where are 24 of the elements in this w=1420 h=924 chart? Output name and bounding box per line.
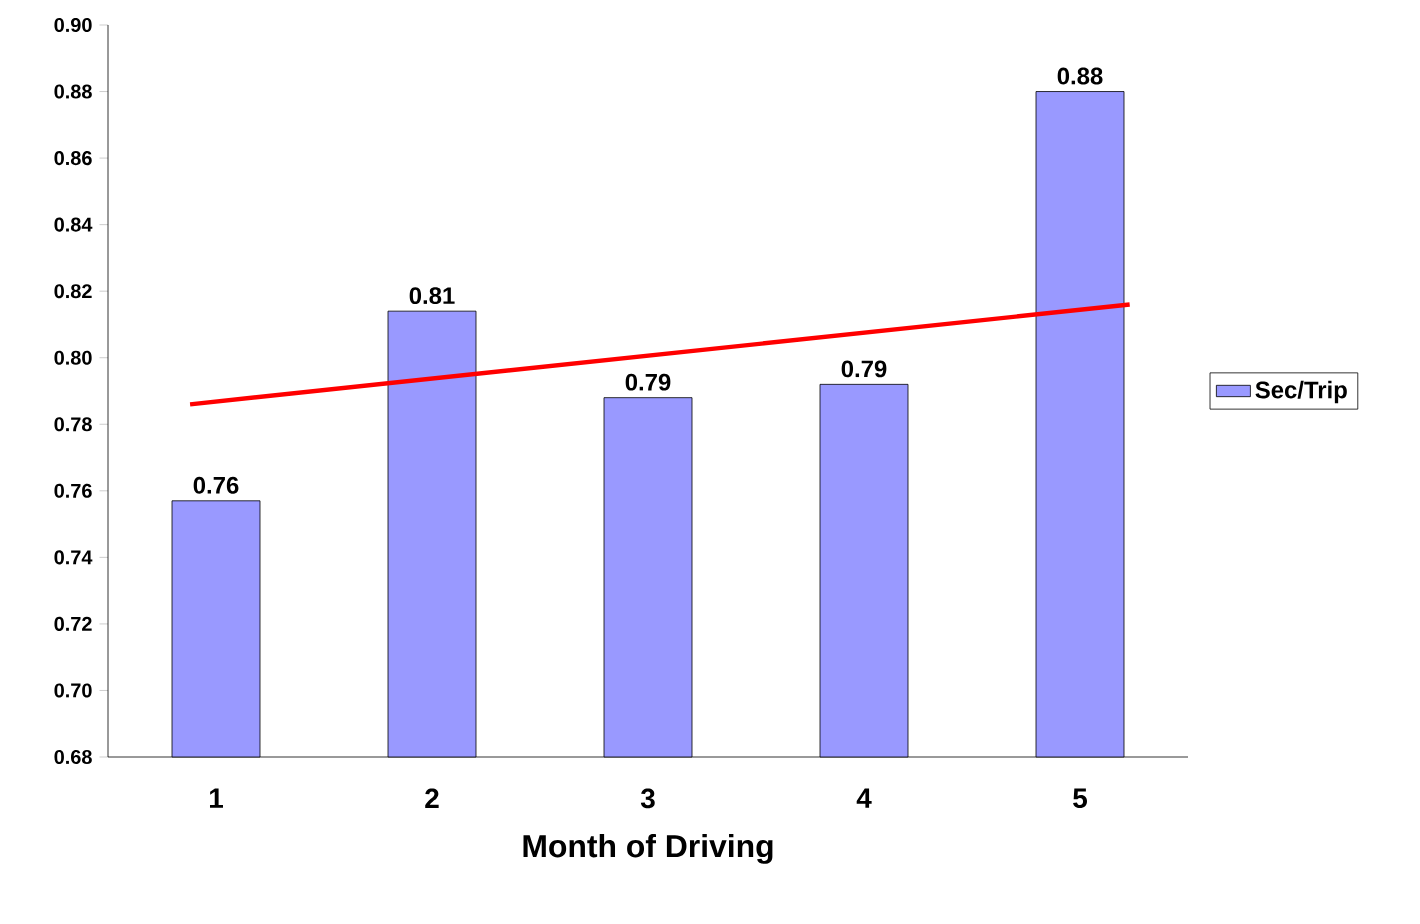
y-tick-label: 0.70 xyxy=(54,683,92,698)
y-tick-label: 0.88 xyxy=(54,84,92,99)
y-tick-label: 0.76 xyxy=(54,483,92,498)
x-tick-label: 3 xyxy=(640,788,655,809)
legend-label: Sec/Trip xyxy=(1255,380,1347,404)
x-tick-label: 1 xyxy=(209,788,223,808)
y-tick-label: 0.80 xyxy=(54,350,92,365)
x-tick-label: 2 xyxy=(425,788,439,809)
y-tick-label: 0.84 xyxy=(54,217,93,232)
y-tick-label: 0.82 xyxy=(54,284,92,299)
y-tick-label: 0.68 xyxy=(54,749,92,765)
y-tick-label: 0.72 xyxy=(54,616,92,631)
data-label: 0.79 xyxy=(841,360,887,378)
x-tick-label: 5 xyxy=(1073,788,1087,809)
x-axis-title: Month of Driving xyxy=(523,834,773,864)
y-tick-label: 0.78 xyxy=(54,417,92,432)
data-label: 0.76 xyxy=(193,476,239,494)
y-tick-label: 0.74 xyxy=(54,550,93,565)
data-label: 0.88 xyxy=(1057,67,1103,85)
data-label: 0.81 xyxy=(409,287,455,305)
data-label: 0.79 xyxy=(625,373,671,391)
x-tick-label: 4 xyxy=(856,788,872,808)
y-tick-label: 0.86 xyxy=(54,151,92,166)
y-tick-label: 0.90 xyxy=(54,17,92,33)
